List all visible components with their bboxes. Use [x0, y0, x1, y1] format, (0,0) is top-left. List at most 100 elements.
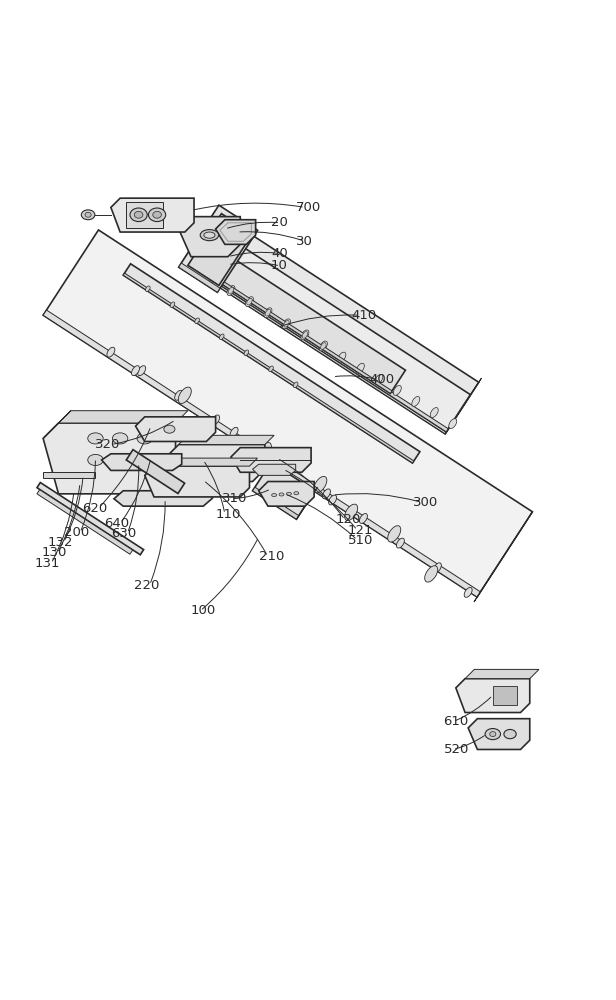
- Polygon shape: [182, 211, 479, 434]
- Text: 630: 630: [111, 527, 137, 540]
- Ellipse shape: [434, 563, 441, 573]
- Polygon shape: [179, 205, 257, 292]
- Text: 410: 410: [351, 309, 376, 322]
- Ellipse shape: [357, 363, 364, 373]
- Polygon shape: [123, 273, 414, 463]
- Ellipse shape: [279, 493, 284, 496]
- Polygon shape: [253, 464, 296, 475]
- Text: 132: 132: [47, 536, 73, 549]
- Polygon shape: [179, 263, 220, 292]
- Ellipse shape: [424, 566, 438, 582]
- Polygon shape: [179, 217, 240, 257]
- Ellipse shape: [464, 587, 472, 597]
- Polygon shape: [111, 198, 194, 232]
- Ellipse shape: [431, 408, 438, 417]
- Polygon shape: [253, 462, 315, 519]
- Polygon shape: [194, 263, 392, 393]
- Text: 10: 10: [271, 259, 288, 272]
- Text: 510: 510: [348, 534, 373, 547]
- Ellipse shape: [249, 440, 256, 450]
- Ellipse shape: [321, 343, 326, 349]
- Polygon shape: [136, 417, 216, 441]
- Polygon shape: [456, 679, 530, 713]
- Polygon shape: [43, 411, 71, 438]
- Text: 400: 400: [370, 373, 395, 386]
- Polygon shape: [188, 214, 253, 285]
- Text: 210: 210: [259, 550, 284, 563]
- Ellipse shape: [301, 330, 309, 340]
- Polygon shape: [179, 435, 274, 445]
- Text: 620: 620: [83, 502, 108, 515]
- Ellipse shape: [212, 415, 219, 425]
- Polygon shape: [296, 487, 317, 519]
- Ellipse shape: [269, 366, 274, 372]
- Ellipse shape: [175, 390, 182, 400]
- Ellipse shape: [283, 319, 290, 329]
- Ellipse shape: [85, 212, 91, 217]
- Ellipse shape: [490, 732, 496, 737]
- Ellipse shape: [209, 275, 216, 284]
- Polygon shape: [43, 472, 95, 478]
- Ellipse shape: [153, 211, 161, 218]
- Ellipse shape: [170, 302, 175, 308]
- Ellipse shape: [412, 396, 419, 406]
- Ellipse shape: [286, 464, 293, 474]
- Polygon shape: [188, 261, 448, 432]
- Text: 310: 310: [222, 492, 247, 505]
- Ellipse shape: [375, 374, 383, 384]
- Ellipse shape: [130, 208, 147, 222]
- Ellipse shape: [314, 476, 327, 493]
- Polygon shape: [231, 448, 311, 472]
- Polygon shape: [474, 512, 532, 602]
- Ellipse shape: [302, 332, 307, 338]
- Polygon shape: [166, 445, 265, 482]
- Ellipse shape: [244, 350, 249, 356]
- Text: 131: 131: [35, 557, 60, 570]
- Ellipse shape: [200, 230, 219, 241]
- Text: 130: 130: [41, 546, 67, 559]
- Polygon shape: [37, 483, 144, 555]
- Ellipse shape: [360, 514, 367, 523]
- Ellipse shape: [344, 504, 358, 521]
- Ellipse shape: [113, 433, 128, 444]
- Polygon shape: [43, 423, 176, 494]
- Ellipse shape: [87, 454, 103, 466]
- Polygon shape: [102, 454, 182, 470]
- Ellipse shape: [219, 334, 224, 340]
- Ellipse shape: [178, 387, 192, 403]
- Text: 700: 700: [296, 201, 321, 214]
- Ellipse shape: [247, 298, 252, 305]
- Text: 30: 30: [296, 235, 312, 248]
- Text: 610: 610: [444, 715, 469, 728]
- Ellipse shape: [210, 276, 215, 283]
- Polygon shape: [59, 411, 188, 423]
- Ellipse shape: [113, 454, 128, 466]
- Polygon shape: [468, 719, 530, 749]
- Polygon shape: [216, 220, 256, 244]
- Text: 200: 200: [64, 526, 89, 539]
- Polygon shape: [43, 310, 480, 597]
- Polygon shape: [188, 227, 471, 432]
- Polygon shape: [37, 490, 132, 554]
- Ellipse shape: [258, 443, 272, 459]
- Ellipse shape: [145, 286, 150, 291]
- Ellipse shape: [195, 318, 200, 324]
- Ellipse shape: [394, 385, 401, 395]
- Ellipse shape: [137, 454, 152, 466]
- Polygon shape: [465, 669, 539, 679]
- Ellipse shape: [204, 232, 215, 238]
- Ellipse shape: [293, 382, 298, 388]
- Text: 300: 300: [413, 496, 438, 509]
- Ellipse shape: [387, 526, 401, 542]
- Ellipse shape: [265, 309, 270, 316]
- Polygon shape: [126, 202, 163, 228]
- Ellipse shape: [504, 729, 516, 739]
- Polygon shape: [43, 230, 532, 597]
- Text: 120: 120: [336, 513, 361, 526]
- Polygon shape: [123, 264, 420, 463]
- Polygon shape: [182, 259, 448, 434]
- Ellipse shape: [137, 433, 152, 444]
- Ellipse shape: [227, 286, 235, 296]
- Text: 320: 320: [95, 438, 120, 451]
- Ellipse shape: [449, 419, 456, 429]
